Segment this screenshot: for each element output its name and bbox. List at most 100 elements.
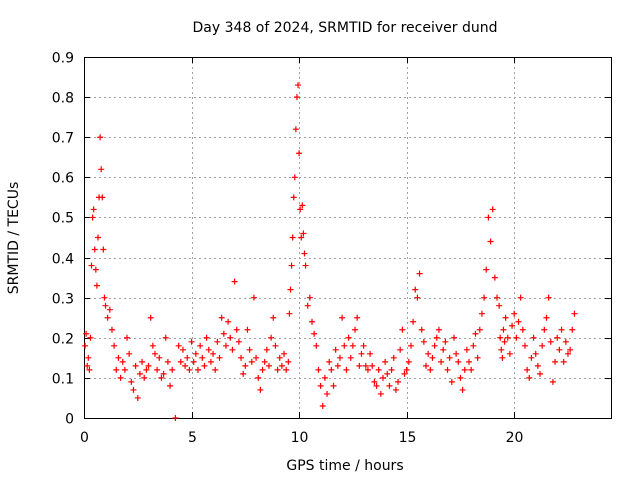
data-point <box>147 314 154 321</box>
data-point <box>283 366 290 373</box>
data-point <box>162 334 169 341</box>
data-point <box>321 374 328 381</box>
data-point <box>358 350 365 357</box>
data-point <box>453 350 460 357</box>
data-point <box>420 338 427 345</box>
data-point <box>373 382 380 389</box>
data-point <box>498 346 505 353</box>
x-tick-label: 15 <box>399 430 417 446</box>
data-point <box>298 234 305 241</box>
data-point <box>487 238 494 245</box>
data-point <box>238 354 245 361</box>
data-point <box>233 326 240 333</box>
data-point <box>541 326 548 333</box>
data-point <box>504 334 511 341</box>
data-point <box>242 362 249 369</box>
data-point <box>558 326 565 333</box>
data-point <box>139 358 146 365</box>
data-point <box>412 286 419 293</box>
chart-title: Day 348 of 2024, SRMTID for receiver dun… <box>193 20 498 36</box>
data-point <box>86 366 93 373</box>
data-point <box>470 342 477 349</box>
data-point <box>567 346 574 353</box>
data-point <box>263 346 270 353</box>
grid-lines <box>84 57 611 418</box>
data-point <box>457 374 464 381</box>
data-point <box>569 326 576 333</box>
data-point <box>246 346 253 353</box>
data-point <box>534 362 541 369</box>
data-point <box>156 354 163 361</box>
y-tick-label: 0 <box>65 412 74 428</box>
data-point <box>554 334 561 341</box>
data-point <box>463 346 470 353</box>
data-point <box>115 354 122 361</box>
data-point <box>214 338 221 345</box>
data-point <box>268 334 275 341</box>
data-point <box>301 250 308 257</box>
data-point <box>450 334 457 341</box>
data-point <box>515 318 522 325</box>
x-tick-label: 20 <box>506 430 524 446</box>
data-point <box>472 330 479 337</box>
data-point <box>427 366 434 373</box>
data-point <box>197 342 204 349</box>
data-point <box>440 346 447 353</box>
data-point <box>83 330 90 337</box>
data-point <box>272 342 279 349</box>
data-point <box>571 310 578 317</box>
data-point <box>375 366 382 373</box>
data-point <box>186 366 193 373</box>
data-point <box>286 310 293 317</box>
data-point <box>431 342 438 349</box>
data-point <box>94 234 101 241</box>
tick-labels: 0 0.1 0.2 0.3 0.4 0.5 0.6 0.7 0.8 0.9 0 5 10 15 20 <box>52 51 524 447</box>
data-point <box>293 94 300 101</box>
y-tick-label: 0.2 <box>52 332 74 348</box>
y-tick-label: 0.9 <box>52 51 74 67</box>
data-point <box>496 302 503 309</box>
data-point <box>371 378 378 385</box>
data-point <box>386 382 393 389</box>
data-point <box>521 342 528 349</box>
data-point <box>448 378 455 385</box>
data-point <box>519 326 526 333</box>
data-point <box>149 342 156 349</box>
data-point <box>158 374 165 381</box>
data-point <box>506 350 513 357</box>
data-point <box>483 266 490 273</box>
data-point <box>151 350 158 357</box>
data-point <box>388 366 395 373</box>
y-tick-label: 0.8 <box>52 91 74 107</box>
data-point <box>367 350 374 357</box>
data-point <box>212 366 219 373</box>
data-point <box>399 326 406 333</box>
data-point <box>141 374 148 381</box>
data-point <box>261 358 268 365</box>
data-point <box>524 366 531 373</box>
data-point <box>130 386 137 393</box>
data-point <box>231 278 238 285</box>
data-point <box>134 394 141 401</box>
data-point <box>276 354 283 361</box>
data-point <box>560 358 567 365</box>
data-point <box>92 266 99 273</box>
y-tick-label: 0.1 <box>52 372 74 388</box>
data-point <box>547 338 554 345</box>
data-point <box>220 330 227 337</box>
data-point <box>97 134 104 141</box>
data-point <box>229 346 236 353</box>
data-point <box>429 354 436 361</box>
data-point <box>328 366 335 373</box>
data-point <box>564 350 571 357</box>
data-point <box>119 358 126 365</box>
data-point <box>390 354 397 361</box>
data-point <box>143 366 150 373</box>
data-point <box>304 302 311 309</box>
data-point <box>395 378 402 385</box>
data-point <box>128 378 135 385</box>
data-point <box>444 366 451 373</box>
data-point <box>500 326 507 333</box>
data-point <box>401 370 408 377</box>
data-point <box>364 366 371 373</box>
